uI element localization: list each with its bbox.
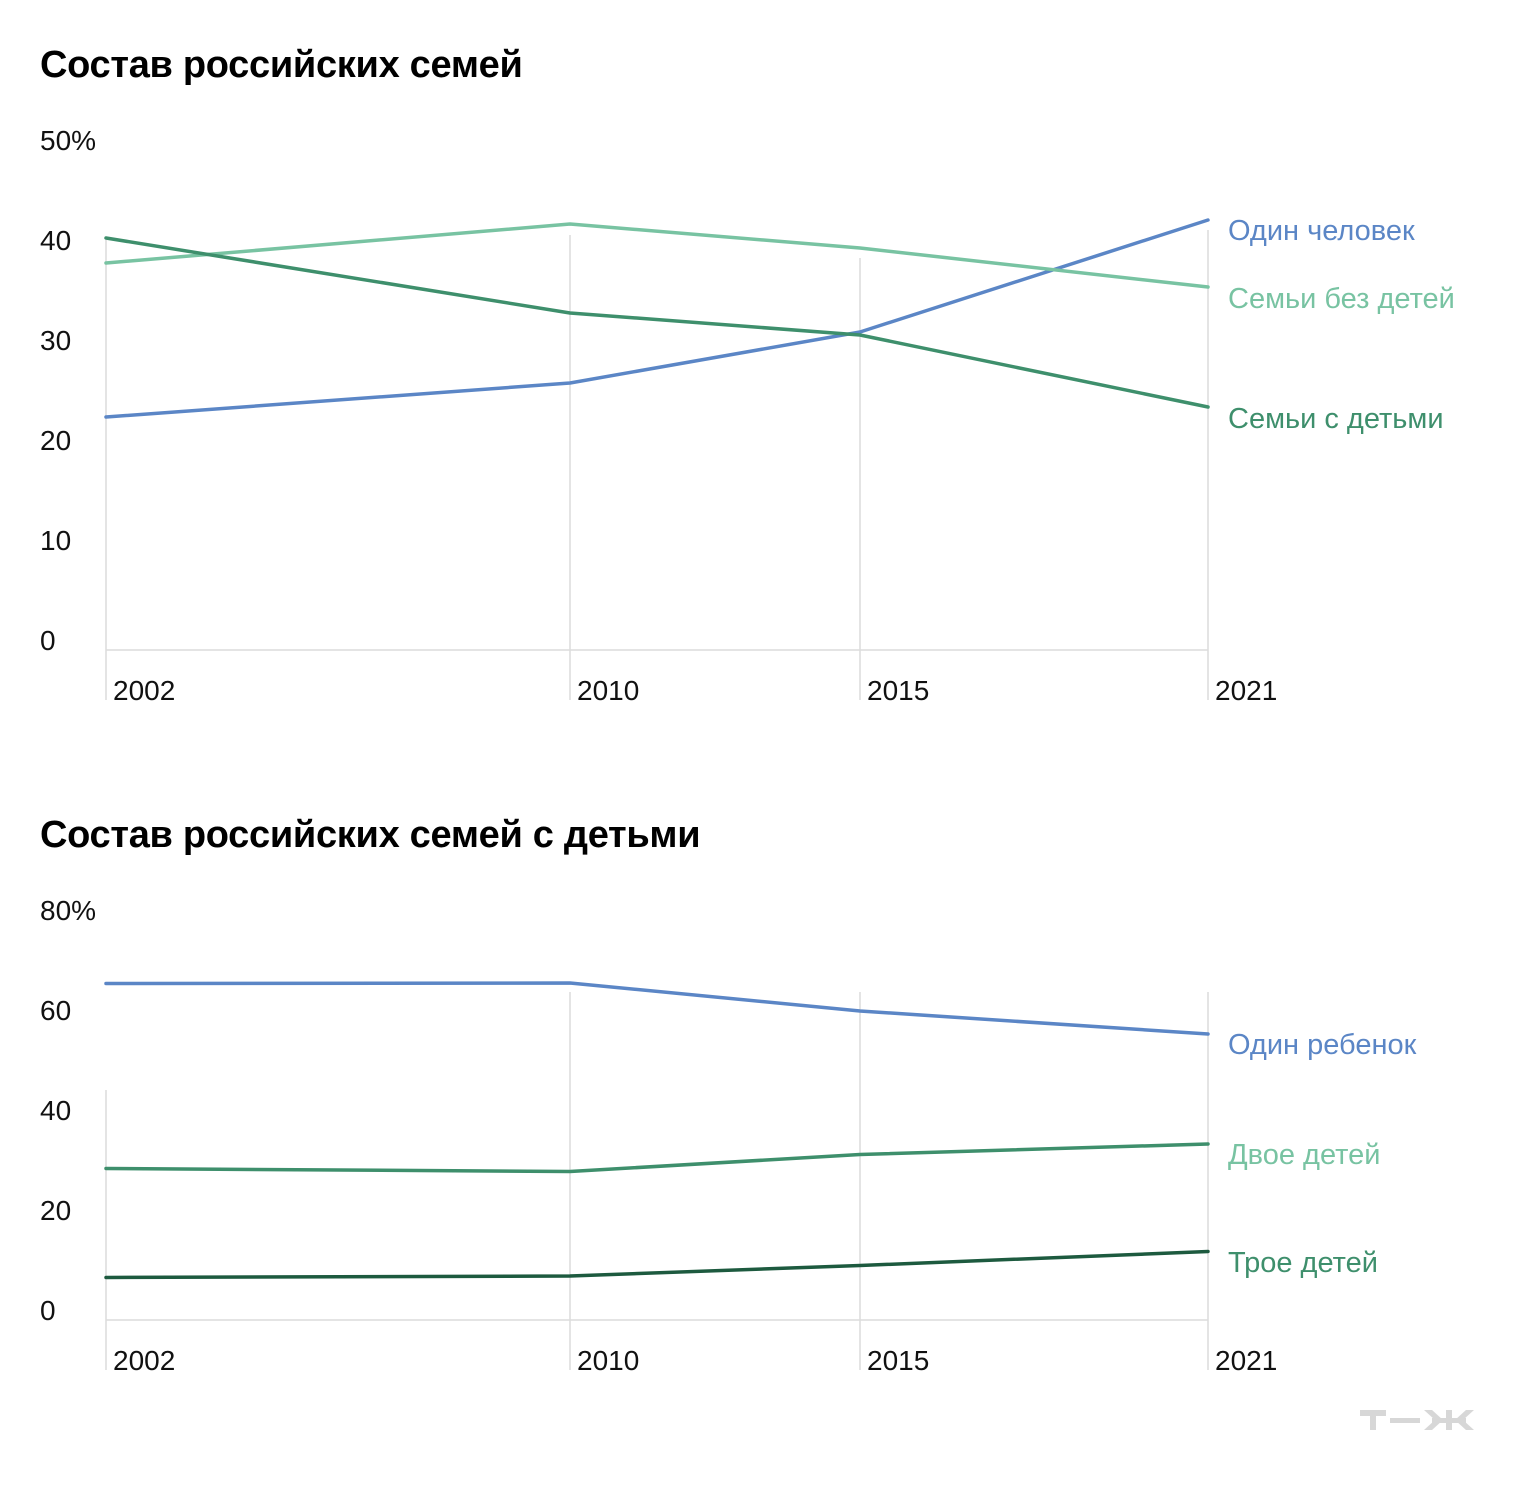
series-line	[104, 236, 1210, 409]
x-tick-label: 2021	[1215, 1345, 1277, 1376]
series-line	[104, 222, 1210, 289]
y-tick-label: 30	[40, 325, 71, 356]
tzh-logo	[1360, 1410, 1474, 1430]
y-tick-label: 40	[40, 1095, 71, 1126]
chart-families-with-children: Состав российских семей с детьми 80% 60 40…	[40, 814, 1417, 1376]
series-label: Один человек	[1228, 215, 1415, 247]
y-tick-label: 80%	[40, 895, 96, 926]
x-tick-label: 2021	[1215, 675, 1277, 706]
series-label: Семьи без детей	[1228, 283, 1455, 315]
y-tick-label: 0	[40, 1295, 56, 1326]
chart-families-with-children-plot: 80% 60 40 20 0 2002 2010 2015 2021 Один ребенок Дв…	[40, 895, 1417, 1376]
y-tick-label: 10	[40, 525, 71, 556]
y-tick-label: 40	[40, 225, 71, 256]
series-label: Один ребенок	[1228, 1029, 1417, 1061]
series-line	[104, 218, 1210, 419]
x-tick-label: 2002	[113, 1345, 175, 1376]
series-line	[104, 1249, 1210, 1280]
x-tick-label: 2015	[867, 1345, 929, 1376]
y-tick-label: 50%	[40, 125, 96, 156]
x-tick-label: 2010	[577, 675, 639, 706]
series-label: Семьи с детьми	[1228, 403, 1444, 435]
chart-title: Состав российских семей	[40, 44, 523, 86]
y-tick-label: 20	[40, 425, 71, 456]
x-tick-label: 2002	[113, 675, 175, 706]
chart-families: Состав российских семей 50% 40 30 20 10 0 2002…	[0, 0, 1520, 740]
x-tick-label: 2010	[577, 1345, 639, 1376]
series-line	[104, 1142, 1210, 1174]
x-tick-label: 2015	[867, 675, 929, 706]
y-tick-label: 0	[40, 625, 56, 656]
y-tick-label: 20	[40, 1195, 71, 1226]
series-line	[104, 981, 1210, 1036]
y-tick-label: 60	[40, 995, 71, 1026]
chart-title: Состав российских семей с детьми	[40, 814, 701, 856]
series-label: Двое детей	[1228, 1139, 1380, 1171]
series-label: Трое детей	[1228, 1247, 1378, 1279]
